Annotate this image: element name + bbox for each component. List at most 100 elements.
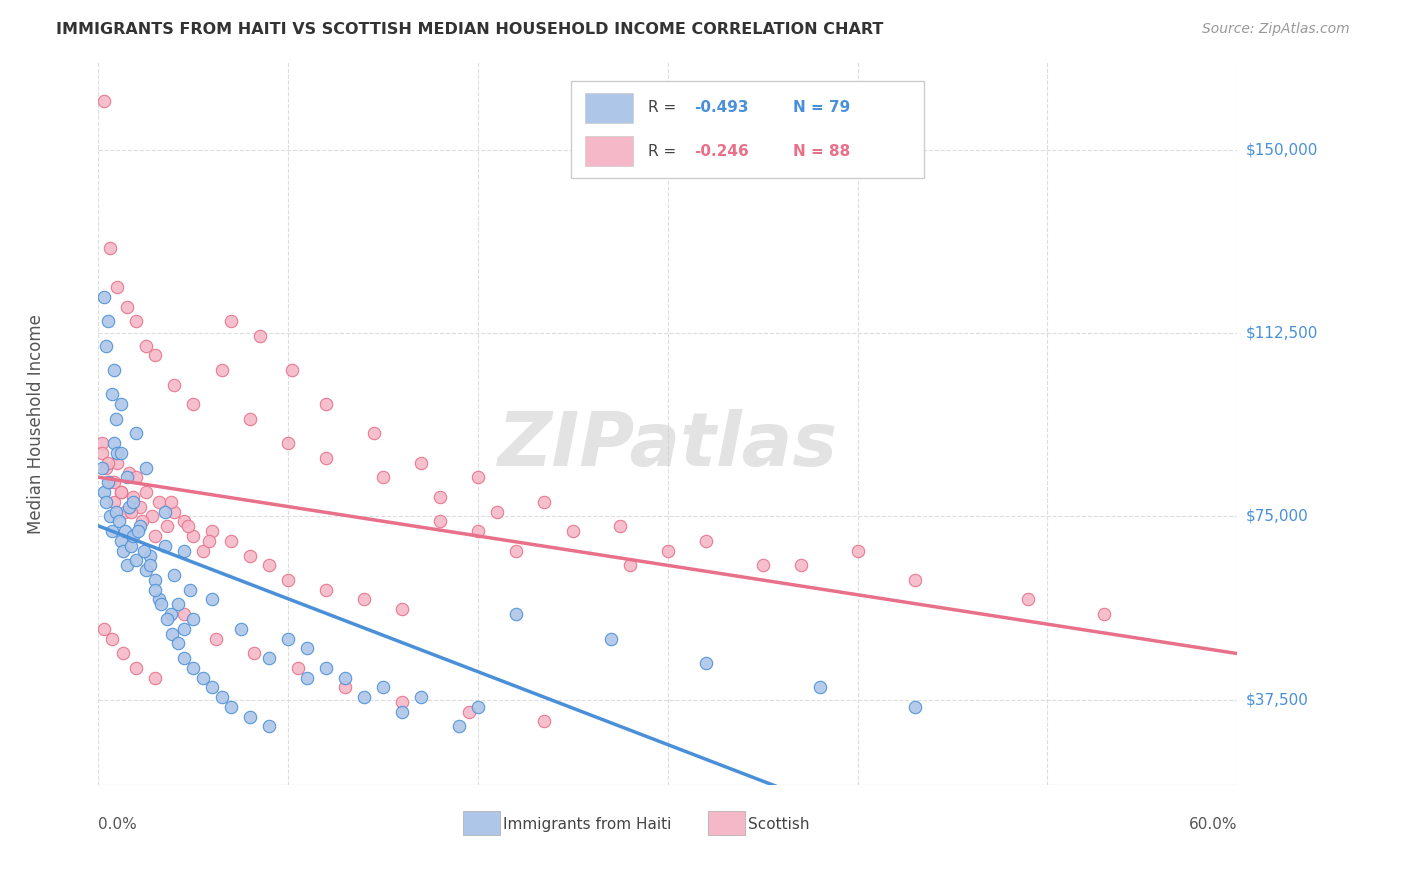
Point: [145, 582, 167, 597]
Point: [100, 632, 122, 646]
Point: [94, 495, 117, 509]
Point: [221, 699, 243, 714]
Point: [191, 543, 214, 558]
Point: [391, 695, 413, 709]
Point: [695, 533, 717, 548]
Point: [277, 436, 299, 450]
Point: [125, 426, 148, 441]
Point: [239, 709, 262, 723]
Point: [107, 280, 129, 294]
Point: [467, 470, 489, 484]
Point: [107, 446, 129, 460]
Point: [287, 661, 309, 675]
Point: [205, 632, 228, 646]
Point: [467, 699, 489, 714]
Point: [125, 661, 148, 675]
Point: [371, 681, 394, 695]
Point: [103, 363, 125, 377]
Point: [315, 397, 337, 411]
Point: [201, 681, 224, 695]
Point: [162, 626, 184, 640]
Point: [121, 495, 143, 509]
Text: 60.0%: 60.0%: [1189, 817, 1237, 832]
Point: [163, 568, 186, 582]
Point: [259, 651, 281, 665]
Point: [173, 622, 195, 636]
Point: [173, 651, 195, 665]
Point: [173, 607, 195, 621]
Point: [121, 529, 143, 543]
Point: [103, 495, 125, 509]
Point: [695, 656, 717, 670]
Point: [600, 632, 623, 646]
FancyBboxPatch shape: [571, 80, 924, 178]
Point: [125, 470, 148, 484]
Point: [752, 558, 775, 573]
Point: [93, 290, 115, 304]
Point: [103, 475, 125, 490]
Point: [100, 524, 122, 538]
Text: Immigrants from Haiti: Immigrants from Haiti: [503, 817, 671, 832]
Point: [145, 529, 167, 543]
Point: [211, 363, 233, 377]
Point: [94, 338, 117, 352]
Point: [125, 314, 148, 328]
Point: [243, 646, 266, 660]
Point: [201, 524, 224, 538]
Point: [183, 529, 205, 543]
Point: [121, 490, 143, 504]
Point: [486, 505, 509, 519]
Point: [229, 622, 252, 636]
Point: [93, 622, 115, 636]
Point: [1018, 592, 1040, 607]
Text: Scottish: Scottish: [748, 817, 808, 832]
Point: [315, 661, 337, 675]
Point: [110, 485, 132, 500]
Point: [221, 314, 243, 328]
Point: [533, 714, 555, 729]
Point: [167, 636, 190, 650]
Point: [533, 495, 555, 509]
Point: [1094, 607, 1116, 621]
Point: [93, 95, 115, 109]
Point: [277, 632, 299, 646]
Point: [183, 612, 205, 626]
Point: [148, 495, 170, 509]
Text: $75,000: $75,000: [1246, 509, 1309, 524]
Point: [135, 563, 157, 577]
Point: [808, 681, 831, 695]
Point: [191, 671, 214, 685]
Point: [118, 500, 141, 514]
Text: N = 79: N = 79: [793, 101, 851, 115]
Point: [97, 475, 120, 490]
Point: [104, 505, 127, 519]
Point: [429, 514, 451, 528]
Point: [150, 598, 173, 612]
Text: IMMIGRANTS FROM HAITI VS SCOTTISH MEDIAN HOUSEHOLD INCOME CORRELATION CHART: IMMIGRANTS FROM HAITI VS SCOTTISH MEDIAN…: [56, 22, 883, 37]
Point: [138, 549, 160, 563]
Point: [167, 598, 190, 612]
Point: [211, 690, 233, 704]
Point: [110, 397, 132, 411]
Point: [129, 519, 152, 533]
Point: [107, 456, 129, 470]
Point: [619, 558, 641, 573]
Point: [353, 690, 375, 704]
Point: [153, 539, 176, 553]
Point: [249, 328, 271, 343]
Point: [297, 641, 319, 656]
Point: [277, 573, 299, 587]
Point: [91, 460, 114, 475]
Point: [411, 690, 433, 704]
Point: [138, 558, 160, 573]
Point: [131, 514, 153, 528]
Point: [156, 612, 179, 626]
Point: [108, 514, 131, 528]
Point: [129, 500, 152, 514]
Point: [103, 436, 125, 450]
Point: [114, 524, 136, 538]
Point: [790, 558, 813, 573]
Point: [197, 533, 219, 548]
Point: [411, 456, 433, 470]
Point: [657, 543, 679, 558]
